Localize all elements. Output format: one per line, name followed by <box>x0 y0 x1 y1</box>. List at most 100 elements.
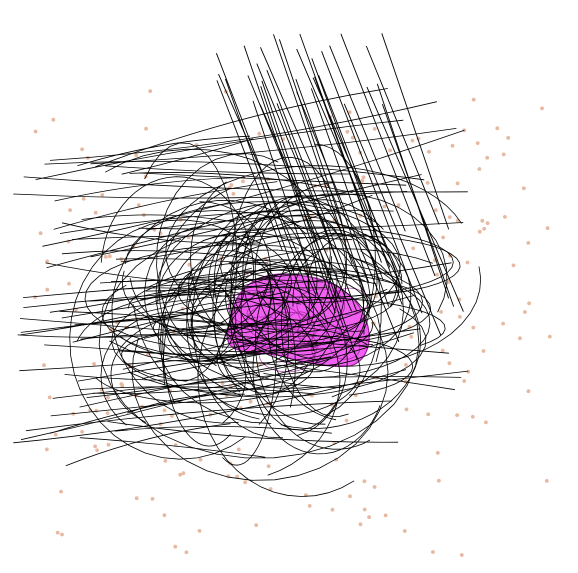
curved-loop <box>231 156 347 364</box>
curved-loop <box>76 293 314 351</box>
scatter-dot <box>485 221 490 226</box>
curved-loop <box>212 196 382 417</box>
curved-loop <box>190 248 433 389</box>
scatter-dot <box>383 513 388 518</box>
scatter-dot <box>103 255 108 259</box>
scatter-dot <box>92 362 96 366</box>
horizontal-streak <box>77 135 250 167</box>
horizontal-streak <box>79 437 266 458</box>
curved-loop <box>119 322 374 364</box>
curved-loop <box>202 226 454 298</box>
curved-loop <box>280 256 422 430</box>
scatter-dot <box>93 444 97 449</box>
scatter-dot <box>80 147 84 152</box>
scatter-dot <box>150 497 155 501</box>
scatter-dot <box>100 193 105 197</box>
scatter-dot <box>440 348 445 353</box>
scatter-dot <box>243 480 248 485</box>
scatter-dot <box>229 183 234 187</box>
curved-loop <box>229 273 369 343</box>
scatter-dot <box>495 126 500 131</box>
horizontal-streak <box>23 289 227 308</box>
curved-loop <box>111 287 427 398</box>
diagonal-streak <box>366 86 464 312</box>
scatter-dot <box>345 129 350 134</box>
scatter-dot <box>501 321 505 326</box>
scatter-dot <box>437 478 441 483</box>
scatter-dot <box>511 263 516 268</box>
scatter-dot <box>105 411 110 415</box>
curved-loop <box>164 279 237 362</box>
scatter-dot <box>51 117 56 122</box>
scatter-dot <box>134 153 139 158</box>
scatter-dot <box>459 553 464 557</box>
curved-loop <box>101 272 314 357</box>
horizontal-streak <box>49 267 252 313</box>
curved-loop <box>160 240 290 425</box>
scatter-dot <box>45 259 50 264</box>
scatter-dot <box>411 246 416 251</box>
curved-loop <box>224 233 412 367</box>
scatter-dot <box>187 262 192 267</box>
scatter-dot <box>248 399 253 404</box>
curved-loop <box>222 286 348 436</box>
curved-loop <box>128 210 365 392</box>
scatter-dot <box>501 152 506 157</box>
curved-loop <box>168 278 341 476</box>
horizontal-streak <box>90 216 271 258</box>
curved-loop <box>177 257 400 333</box>
scatter-dot <box>231 192 236 196</box>
horizontal-streak <box>45 262 326 289</box>
scatter-dot <box>503 215 507 219</box>
scatter-dot <box>506 136 511 140</box>
scatter-dot <box>367 515 371 519</box>
scatter-dot <box>435 272 439 277</box>
scatter-dot <box>257 131 262 136</box>
scatter-dot <box>93 210 98 215</box>
scatter-dot <box>547 334 552 339</box>
scatter-dot <box>81 196 86 201</box>
horizontal-streak <box>138 222 464 230</box>
curved-loop <box>240 194 343 431</box>
horizontal-streak <box>13 369 407 444</box>
horizontal-streak <box>52 376 462 399</box>
scatter-dot <box>388 148 392 153</box>
scatter-dot <box>106 395 110 400</box>
horizontal-streak <box>88 284 273 302</box>
curved-loop <box>156 153 332 369</box>
curved-loop <box>111 200 307 424</box>
curved-loop <box>158 188 242 396</box>
curved-loop <box>95 359 315 404</box>
curved-loop <box>131 263 389 481</box>
curved-loop <box>235 235 461 295</box>
curved-loop <box>280 232 384 417</box>
curved-loop <box>208 231 482 367</box>
scatter-dot <box>162 513 167 518</box>
horizontal-streak <box>64 371 309 381</box>
horizontal-streak <box>79 356 332 408</box>
diagonal-streak <box>321 51 423 314</box>
curved-loop <box>124 201 401 327</box>
curved-loop <box>254 182 335 333</box>
curved-loops <box>69 142 482 497</box>
scatter-dot <box>465 260 470 265</box>
horizontal-streak <box>81 214 235 223</box>
scatter-dot <box>441 235 445 240</box>
scatter-dot <box>362 479 367 484</box>
scatter-dot <box>447 215 452 220</box>
horizontal-streak <box>42 129 465 247</box>
scatter-dot <box>521 186 526 191</box>
curved-loop <box>252 324 381 455</box>
scatter-dot <box>148 89 153 93</box>
scatter-dot <box>241 179 245 184</box>
scatter-dot <box>107 254 112 259</box>
scatter-dot <box>254 523 259 527</box>
scatter-dot <box>396 203 401 208</box>
curved-loop <box>69 219 250 460</box>
horizontal-streak <box>59 209 394 234</box>
scatter-dot <box>446 280 451 284</box>
scatter-dot <box>38 231 43 236</box>
scatter-dot <box>33 295 37 300</box>
scatter-dot <box>471 325 476 330</box>
diagonal-streak <box>340 33 436 277</box>
